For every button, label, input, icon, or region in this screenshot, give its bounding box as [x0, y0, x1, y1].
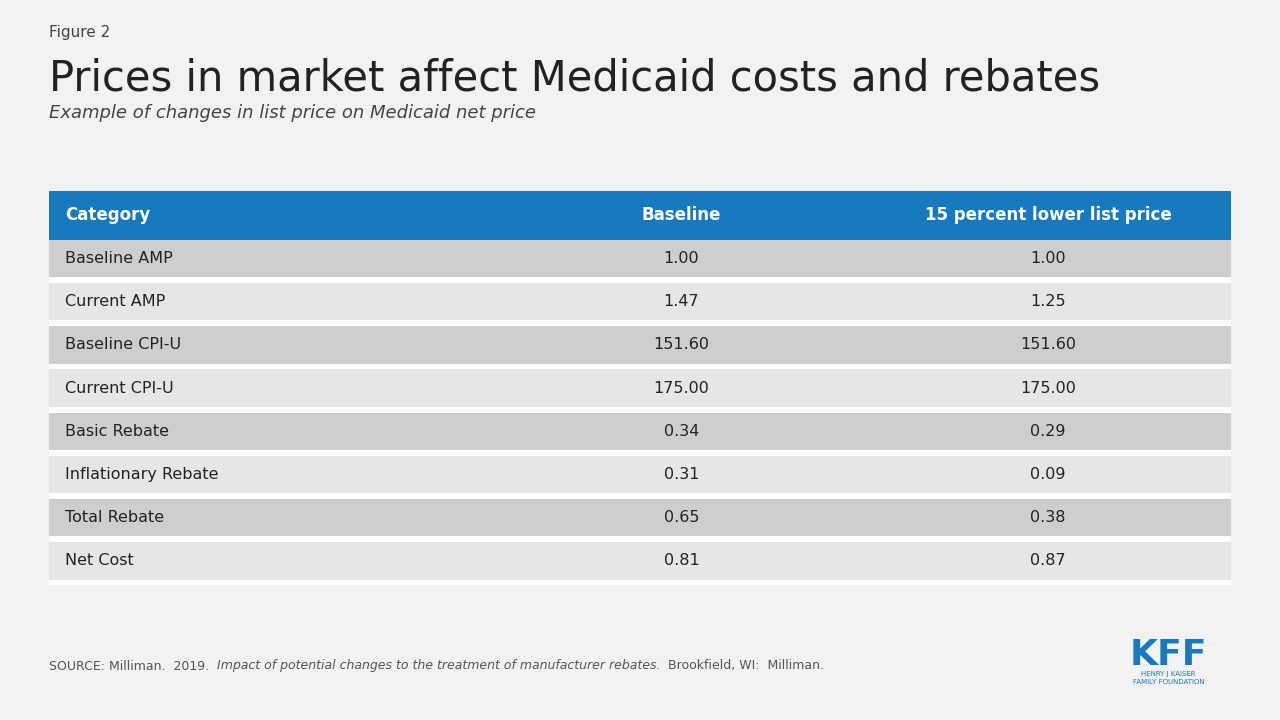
Text: 15 percent lower list price: 15 percent lower list price [924, 206, 1171, 225]
Text: 0.81: 0.81 [663, 554, 699, 568]
Text: 1.00: 1.00 [1030, 251, 1066, 266]
Text: 0.34: 0.34 [664, 424, 699, 438]
Text: Current CPI-U: Current CPI-U [65, 381, 174, 395]
Text: Baseline AMP: Baseline AMP [65, 251, 173, 266]
Text: SOURCE: Milliman.  2019.: SOURCE: Milliman. 2019. [49, 660, 216, 672]
Text: 175.00: 175.00 [654, 381, 709, 395]
Text: KFF: KFF [1130, 638, 1207, 672]
Text: Category: Category [65, 206, 151, 225]
Text: Inflationary Rebate: Inflationary Rebate [65, 467, 219, 482]
Text: 0.65: 0.65 [663, 510, 699, 525]
Text: 0.29: 0.29 [1030, 424, 1066, 438]
Text: Example of changes in list price on Medicaid net price: Example of changes in list price on Medi… [49, 104, 535, 122]
Text: HENRY J KAISER
FAMILY FOUNDATION: HENRY J KAISER FAMILY FOUNDATION [1133, 671, 1204, 685]
Text: Baseline: Baseline [641, 206, 721, 225]
Text: 175.00: 175.00 [1020, 381, 1076, 395]
Text: Current AMP: Current AMP [65, 294, 165, 309]
Text: Total Rebate: Total Rebate [65, 510, 164, 525]
Text: Prices in market affect Medicaid costs and rebates: Prices in market affect Medicaid costs a… [49, 58, 1100, 99]
Text: 1.25: 1.25 [1030, 294, 1066, 309]
Text: Figure 2: Figure 2 [49, 25, 110, 40]
Text: 1.47: 1.47 [663, 294, 699, 309]
Text: 0.31: 0.31 [663, 467, 699, 482]
Text: 0.38: 0.38 [1030, 510, 1066, 525]
Text: Baseline CPI-U: Baseline CPI-U [65, 338, 182, 352]
Text: 0.09: 0.09 [1030, 467, 1066, 482]
Text: Net Cost: Net Cost [65, 554, 134, 568]
Text: 151.60: 151.60 [653, 338, 709, 352]
Text: 151.60: 151.60 [1020, 338, 1076, 352]
Text: 0.87: 0.87 [1030, 554, 1066, 568]
Text: Basic Rebate: Basic Rebate [65, 424, 169, 438]
Text: 1.00: 1.00 [663, 251, 699, 266]
Text: Brookfield, WI:  Milliman.: Brookfield, WI: Milliman. [660, 660, 824, 672]
Text: Impact of potential changes to the treatment of manufacturer rebates.: Impact of potential changes to the treat… [216, 660, 660, 672]
